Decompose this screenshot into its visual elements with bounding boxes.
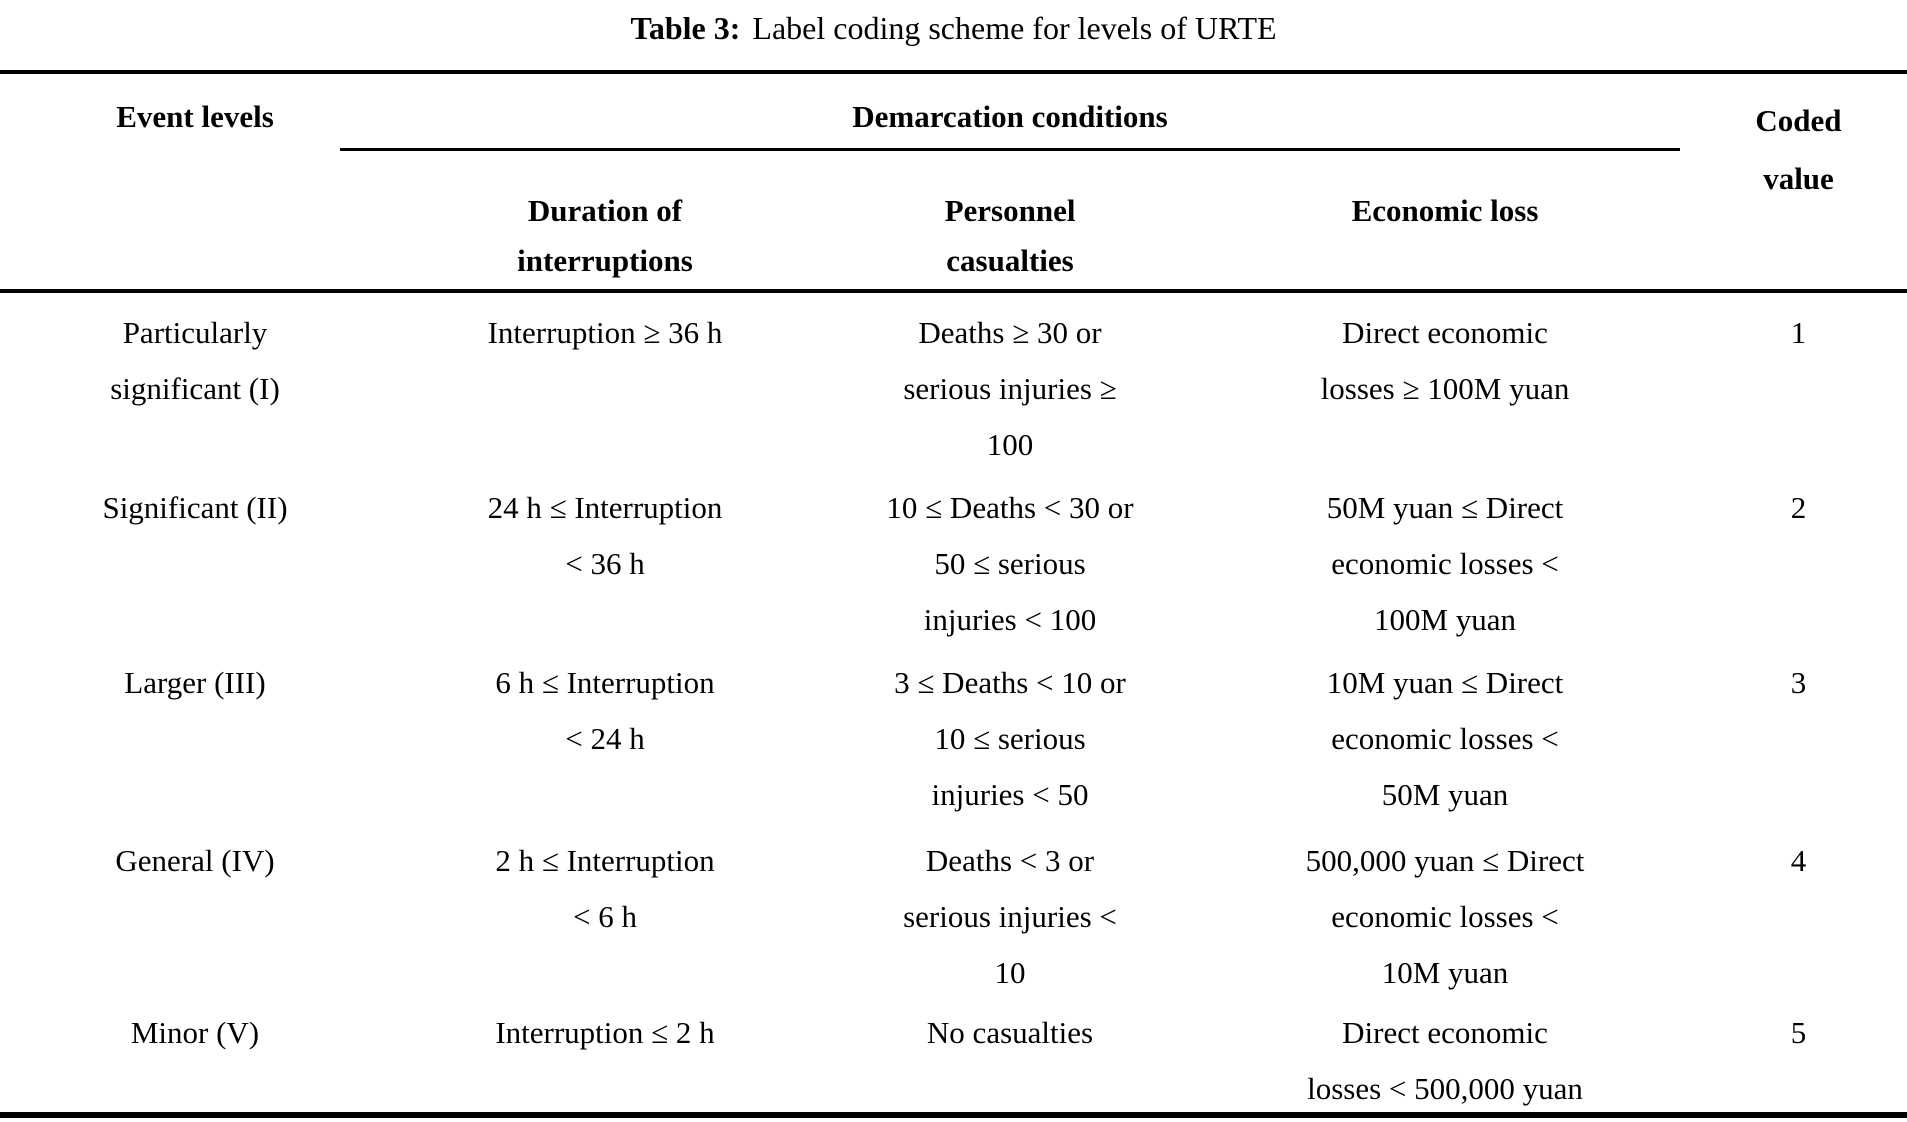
subcolumn-header-economic-loss: Economic loss <box>1351 193 1539 228</box>
cell-event-level: Minor (V) <box>130 1015 260 1050</box>
subcolumn-header-casualties: Personnel casualties <box>944 193 1076 278</box>
table-row: Larger (III) 6 h ≤ Interruption < 24 h 3… <box>0 655 1907 823</box>
cell-economic-loss: Direct economic losses ≥ 100M yuan <box>1320 315 1570 406</box>
column-header-demarcation-conditions: Demarcation conditions <box>852 99 1168 134</box>
cell-economic-loss: 50M yuan ≤ Direct economic losses < 100M… <box>1326 490 1564 637</box>
cell-event-level: Significant (II) <box>102 490 288 525</box>
table-caption-text: Label coding scheme for levels of URTE <box>752 10 1277 46</box>
table-bottom-rule <box>0 1112 1907 1118</box>
cell-duration: 6 h ≤ Interruption < 24 h <box>495 665 715 756</box>
subcolumn-header-duration: Duration of interruptions <box>517 193 693 278</box>
cell-duration: Interruption ≥ 36 h <box>487 315 723 350</box>
table-row: Minor (V) Interruption ≤ 2 h No casualti… <box>0 1005 1907 1117</box>
table-top-rule <box>0 70 1907 74</box>
cell-event-level: Particularly significant (I) <box>110 315 280 406</box>
column-header-coded-value: Coded value <box>1755 103 1842 196</box>
table-row: General (IV) 2 h ≤ Interruption < 6 h De… <box>0 833 1907 1001</box>
cell-coded-value: 2 <box>1790 490 1807 525</box>
cell-casualties: 3 ≤ Deaths < 10 or 10 ≤ serious injuries… <box>894 665 1126 812</box>
cell-coded-value: 4 <box>1790 843 1807 878</box>
table-caption-label: Table 3: <box>630 10 741 46</box>
cell-coded-value: 3 <box>1790 665 1807 700</box>
table-row: Significant (II) 24 h ≤ Interruption < 3… <box>0 480 1907 648</box>
table-caption: Table 3: Label coding scheme for levels o… <box>0 6 1907 50</box>
cell-casualties: No casualties <box>926 1015 1094 1050</box>
cell-duration: 2 h ≤ Interruption < 6 h <box>495 843 715 934</box>
cell-coded-value: 5 <box>1790 1015 1807 1050</box>
cell-event-level: General (IV) <box>115 843 275 878</box>
cell-coded-value: 1 <box>1790 315 1807 350</box>
header-bottom-rule <box>0 289 1907 293</box>
cell-casualties: Deaths ≥ 30 or serious injuries ≥ 100 <box>903 315 1117 462</box>
cell-economic-loss: 10M yuan ≤ Direct economic losses < 50M … <box>1326 665 1564 812</box>
cell-economic-loss: 500,000 yuan ≤ Direct economic losses < … <box>1305 843 1585 990</box>
table-row: Particularly significant (I) Interruptio… <box>0 305 1907 473</box>
demarcation-span-rule <box>340 148 1680 151</box>
cell-duration: Interruption ≤ 2 h <box>495 1015 715 1050</box>
column-header-event-levels: Event levels <box>116 99 274 134</box>
cell-event-level: Larger (III) <box>124 665 266 700</box>
cell-duration: 24 h ≤ Interruption < 36 h <box>487 490 723 581</box>
cell-casualties: Deaths < 3 or serious injuries < 10 <box>903 843 1117 990</box>
cell-economic-loss: Direct economic losses < 500,000 yuan <box>1307 1015 1583 1106</box>
cell-casualties: 10 ≤ Deaths < 30 or 50 ≤ serious injurie… <box>886 490 1134 637</box>
